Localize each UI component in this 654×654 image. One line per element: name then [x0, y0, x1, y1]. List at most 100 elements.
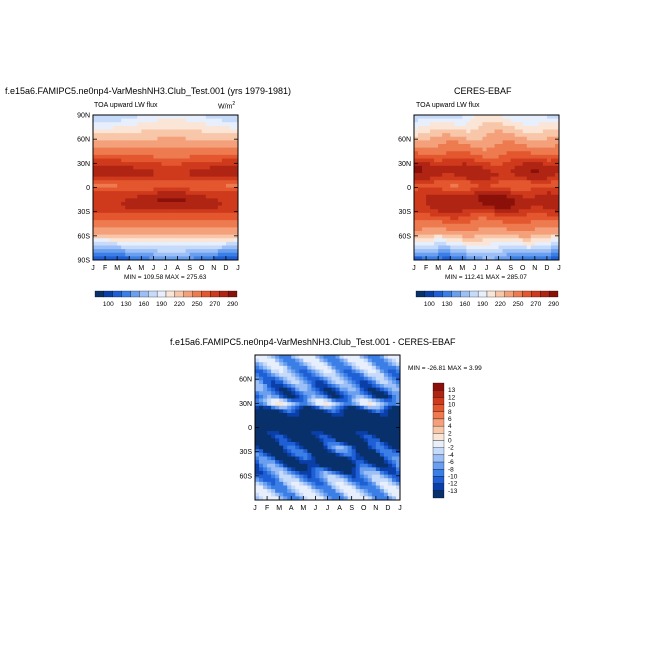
heatmap-cell — [259, 452, 264, 457]
heatmap-cell — [363, 405, 369, 410]
heatmap-cell — [323, 471, 328, 476]
heatmap-cell — [355, 492, 361, 497]
heatmap-cell — [177, 220, 183, 225]
heatmap-cell — [486, 212, 491, 217]
heatmap-cell — [550, 256, 556, 261]
heatmap-cell — [129, 169, 134, 174]
heatmap-cell — [93, 140, 98, 145]
heatmap-cell — [359, 442, 365, 447]
heatmap-cell — [271, 355, 276, 360]
heatmap-cell — [105, 129, 110, 134]
x-tick-label: M — [435, 265, 441, 272]
heatmap-cell — [311, 376, 316, 381]
y-tick-label: 0 — [407, 185, 411, 192]
heatmap-cell — [101, 220, 106, 225]
heatmap-cell — [197, 133, 203, 138]
heatmap-cell — [359, 355, 365, 360]
heatmap-cell — [189, 180, 195, 185]
heatmap-cell — [279, 413, 284, 418]
heatmap-cell — [117, 180, 122, 185]
heatmap-cell — [283, 373, 288, 378]
heatmap-cell — [271, 485, 276, 490]
heatmap-cell — [391, 496, 397, 501]
heatmap-cell — [486, 252, 491, 257]
heatmap-cell — [169, 176, 174, 181]
heatmap-cell — [201, 136, 207, 141]
heatmap-cell — [287, 369, 292, 374]
heatmap-cell — [454, 227, 459, 232]
heatmap-cell — [173, 198, 178, 203]
heatmap-cell — [474, 180, 479, 185]
heatmap-cell — [522, 209, 528, 214]
heatmap-cell — [213, 165, 219, 170]
heatmap-cell — [538, 241, 544, 246]
heatmap-cell — [125, 151, 130, 156]
heatmap-cell — [502, 212, 508, 217]
heatmap-cell — [331, 376, 336, 381]
heatmap-cell — [351, 384, 357, 389]
heatmap-cell — [454, 252, 459, 257]
heatmap-cell — [299, 427, 304, 432]
heatmap-cell — [279, 492, 284, 497]
heatmap-cell — [514, 183, 520, 188]
heatmap-cell — [149, 238, 154, 243]
heatmap-cell — [347, 391, 353, 396]
heatmap-cell — [418, 256, 423, 261]
heatmap-cell — [466, 212, 471, 217]
heatmap-cell — [391, 467, 397, 472]
heatmap-cell — [295, 416, 300, 421]
heatmap-cell — [347, 489, 353, 494]
heatmap-cell — [379, 416, 385, 421]
heatmap-cell — [474, 234, 479, 239]
heatmap-cell — [225, 231, 231, 236]
heatmap-cell — [530, 118, 536, 123]
heatmap-cell — [530, 180, 536, 185]
heatmap-cell — [141, 133, 146, 138]
heatmap-cell — [474, 209, 479, 214]
heatmap-cell — [271, 409, 276, 414]
heatmap-cell — [271, 463, 276, 468]
heatmap-cell — [105, 241, 110, 246]
heatmap-cell — [161, 220, 166, 225]
heatmap-cell — [335, 387, 340, 392]
heatmap-cell — [189, 173, 195, 178]
heatmap-cell — [145, 183, 150, 188]
heatmap-cell — [263, 369, 268, 374]
heatmap-cell — [97, 118, 102, 123]
heatmap-cell — [113, 205, 118, 210]
heatmap-cell — [169, 194, 174, 199]
heatmap-cell — [518, 162, 524, 167]
heatmap-cell — [121, 227, 126, 232]
heatmap-cell — [450, 194, 455, 199]
heatmap-cell — [434, 231, 439, 236]
heatmap-cell — [255, 474, 260, 479]
heatmap-cell — [279, 373, 284, 378]
heatmap-cell — [426, 125, 431, 130]
heatmap-cell — [550, 169, 556, 174]
heatmap-cell — [213, 238, 219, 243]
heatmap-cell — [109, 212, 114, 217]
heatmap-cell — [157, 158, 162, 163]
heatmap-cell — [137, 173, 142, 178]
heatmap-cell — [395, 405, 401, 410]
heatmap-cell — [283, 405, 288, 410]
heatmap-cell — [97, 133, 102, 138]
heatmap-cell — [474, 245, 479, 250]
heatmap-cell — [109, 118, 114, 123]
heatmap-cell — [454, 231, 459, 236]
heatmap-cell — [173, 180, 178, 185]
heatmap-cell — [185, 241, 191, 246]
heatmap-cell — [93, 125, 98, 130]
heatmap-cell — [450, 245, 455, 250]
heatmap-cell — [327, 442, 332, 447]
heatmap-cell — [446, 249, 451, 254]
heatmap-cell — [383, 409, 389, 414]
heatmap-cell — [494, 231, 499, 236]
heatmap-cell — [169, 212, 174, 217]
heatmap-cell — [530, 234, 536, 239]
heatmap-cell — [233, 202, 239, 207]
heatmap-cell — [327, 358, 332, 363]
heatmap-cell — [209, 223, 215, 228]
heatmap-cell — [534, 125, 540, 130]
heatmap-cell — [263, 362, 268, 367]
